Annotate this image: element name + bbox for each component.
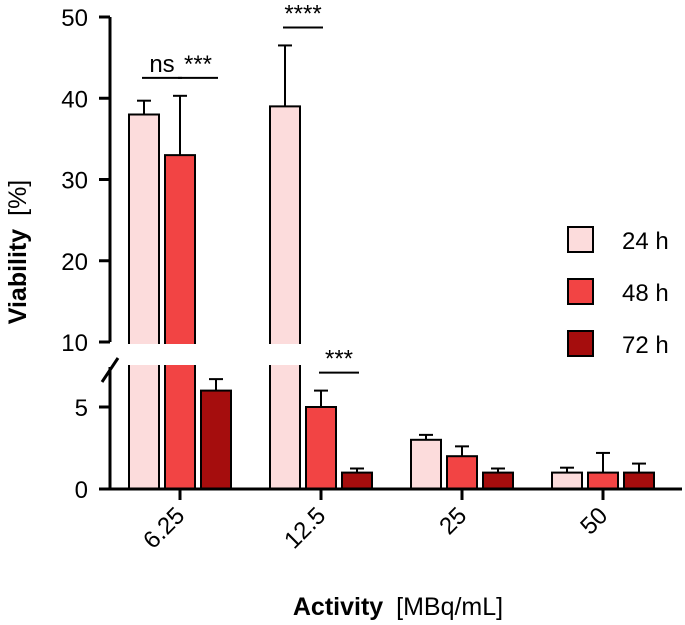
bar-12.5-72h (341, 471, 373, 491)
significance-label: **** (284, 0, 321, 27)
significance-label: *** (325, 346, 353, 373)
x-axis-title-bold: Activity (293, 593, 383, 621)
x-axis: 6.25 12.5 25 50 (109, 487, 682, 554)
legend-label-24h: 24 h (622, 228, 669, 255)
bar-6.25-24h (128, 113, 160, 490)
legend-label-48h: 48 h (622, 280, 669, 307)
legend-swatch-72h (567, 330, 594, 357)
significance-label: *** (184, 51, 212, 78)
y-axis-title: Viability [%] (4, 180, 32, 325)
bar-12.5-48h (305, 406, 337, 490)
y-axis: 0 5 10 20 30 40 50 (61, 5, 120, 504)
x-tick-label-25: 25 (434, 502, 472, 540)
y-axis-title-unit: [%] (4, 180, 32, 216)
bars-layer (96, 105, 685, 491)
legend-label-72h: 72 h (622, 332, 669, 359)
legend-swatch-24h (567, 226, 594, 253)
significance-annotations: ns ********** (142, 0, 359, 374)
legend: 24 h 48 h 72 h (567, 226, 669, 359)
y-tick-label: 50 (61, 5, 88, 32)
y-tick-label: 0 (75, 477, 88, 504)
legend-swatch-48h (567, 278, 594, 305)
x-tick-label-12.5: 12.5 (279, 502, 331, 554)
bar-6.25-72h (200, 389, 232, 491)
bar-25-48h (446, 455, 478, 491)
y-tick-label: 5 (75, 395, 88, 422)
y-tick-label: 20 (61, 249, 88, 276)
x-tick-label-6.25: 6.25 (138, 502, 190, 554)
bar-6.25-48h (164, 154, 196, 490)
x-tick-label-50: 50 (575, 502, 613, 540)
bar-50-72h (623, 471, 655, 491)
bar-50-48h (587, 471, 619, 491)
bar-50-24h (551, 471, 583, 491)
y-tick-label: 30 (61, 168, 88, 195)
axis-break-mark (100, 357, 120, 383)
bar-25-24h (410, 438, 442, 490)
y-tick-label: 40 (61, 86, 88, 113)
x-axis-title-unit: [MBq/mL] (396, 593, 503, 621)
axis-break-gap (96, 344, 685, 365)
x-axis-title: Activity [MBq/mL] (293, 593, 503, 621)
y-axis-title-bold: Viability (4, 229, 32, 325)
bar-25-72h (482, 471, 514, 491)
y-tick-label: 10 (61, 330, 88, 357)
bar-12.5-24h (269, 105, 301, 490)
error-bars-layer (137, 44, 646, 473)
significance-label: ns (149, 51, 174, 78)
